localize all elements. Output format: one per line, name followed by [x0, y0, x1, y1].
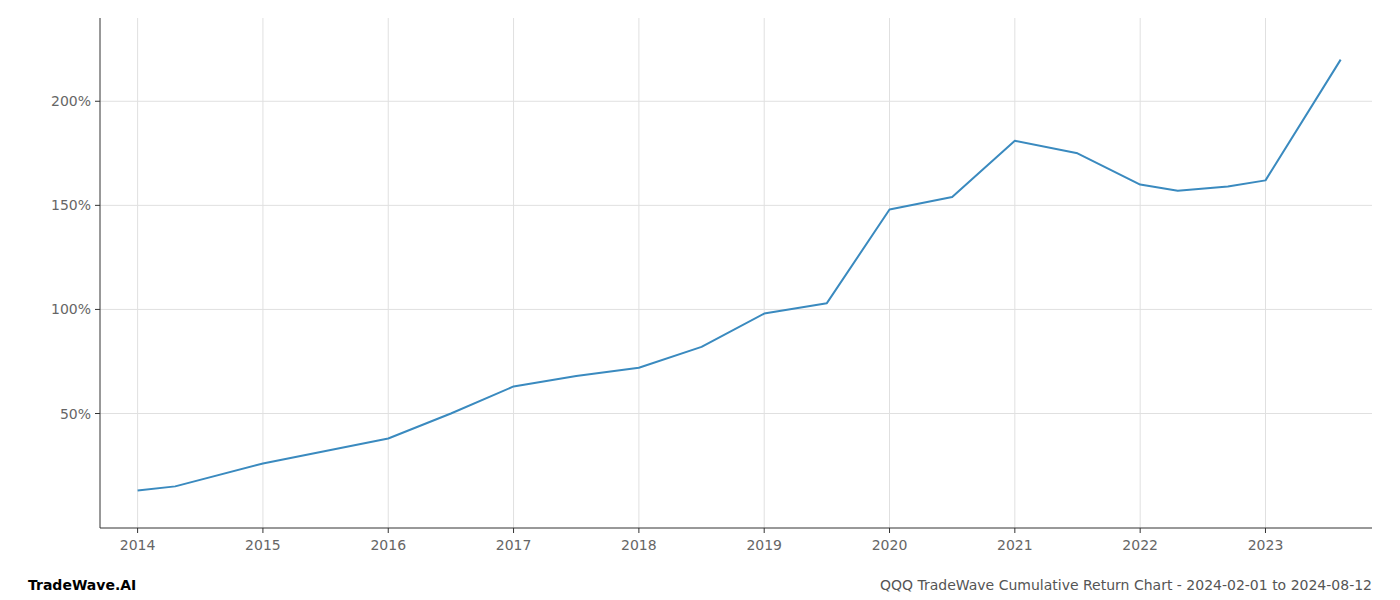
grid-line-x [1140, 18, 1141, 528]
plot-area [138, 60, 1341, 491]
y-tick [95, 101, 100, 102]
y-tick-label: 100% [51, 301, 91, 317]
x-tick [638, 528, 639, 533]
x-tick [1014, 528, 1015, 533]
grid-line-x [137, 18, 138, 528]
x-tick-label: 2015 [245, 537, 281, 553]
x-tick [1265, 528, 1266, 533]
y-tick [95, 205, 100, 206]
grid-line-y [100, 205, 1372, 206]
x-tick [889, 528, 890, 533]
x-tick-label: 2016 [370, 537, 406, 553]
line [138, 60, 1341, 491]
x-axis-line [100, 528, 1372, 529]
grid-line-x [262, 18, 263, 528]
y-tick-label: 200% [51, 93, 91, 109]
x-tick [388, 528, 389, 533]
grid-line-x [513, 18, 514, 528]
x-tick [513, 528, 514, 533]
grid-line-y [100, 101, 1372, 102]
axes: 2014 2015 2016 2017 2018 2019 2020 2021 2022 2023… [51, 18, 1372, 553]
chart-container: 2014 2015 2016 2017 2018 2019 2020 2021 2022 2023… [0, 0, 1400, 600]
grid-line-x [388, 18, 389, 528]
y-tick-label: 150% [51, 197, 91, 213]
x-tick-label: 2017 [496, 537, 532, 553]
x-tick [137, 528, 138, 533]
x-tick-label: 2018 [621, 537, 657, 553]
grid-line-x [1265, 18, 1266, 528]
chart-svg: 2014 2015 2016 2017 2018 2019 2020 2021 2022 2023… [0, 0, 1400, 600]
grid-line-y [100, 309, 1372, 310]
x-tick-label: 2023 [1248, 537, 1284, 553]
x-tick [262, 528, 263, 533]
grid-line-x [889, 18, 890, 528]
y-tick-label: 50% [60, 406, 91, 422]
title: QQQ TradeWave Cumulative Return Chart - … [880, 577, 1372, 593]
x-tick-label: 2014 [120, 537, 156, 553]
watermark: TradeWave.AI [28, 577, 136, 593]
y-tick [95, 413, 100, 414]
grid-line-x [764, 18, 765, 528]
grid-line-x [638, 18, 639, 528]
grid-line-y [100, 413, 1372, 414]
grid-line-x [1014, 18, 1015, 528]
x-tick [764, 528, 765, 533]
x-tick-label: 2019 [746, 537, 782, 553]
x-tick [1140, 528, 1141, 533]
grid [100, 18, 1372, 528]
x-tick-label: 2022 [1122, 537, 1158, 553]
y-tick [95, 309, 100, 310]
y-axis-line [100, 18, 101, 528]
x-tick-label: 2020 [872, 537, 908, 553]
x-tick-label: 2021 [997, 537, 1033, 553]
